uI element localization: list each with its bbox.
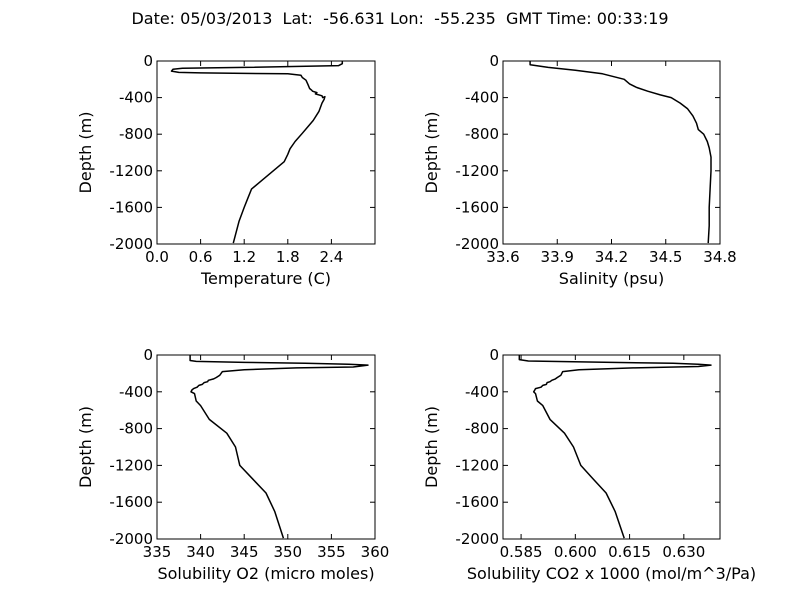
x-tick-label: 33.9 <box>541 248 574 266</box>
chart-panel-2: 33.6 33.9 34.2 34.5 34.8 0 -400 -800 -1200 -1600 -… <box>422 52 737 288</box>
x-axis-label: Solubility O2 (micro moles) <box>157 564 374 583</box>
x-tick-label: 0.6 <box>189 248 213 266</box>
x-tick-label: 34.8 <box>703 248 736 266</box>
y-tick-label: -2000 <box>455 530 499 548</box>
y-tick-label: -1600 <box>109 198 153 216</box>
y-tick-label: -800 <box>465 420 499 438</box>
series-line-1 <box>529 61 712 244</box>
chart-panel-1: 0.0 0.6 1.2 1.8 2.4 0 -400 -800 -1200 -1600 -2000 T… <box>76 52 376 288</box>
y-tick-label: -1200 <box>109 456 153 474</box>
y-tick-label: -1200 <box>455 162 499 180</box>
axes-frame <box>502 60 721 245</box>
y-axis-label: Depth (m) <box>76 112 95 194</box>
y-tick-label: -400 <box>465 89 499 107</box>
y-tick-label: -2000 <box>455 235 499 253</box>
chart-panel-4: 0.585 0.600 0.615 0.630 0 -400 -800 -1200 -1600 -… <box>422 346 756 583</box>
series-line-1 <box>518 355 712 539</box>
x-tick-label: 0.0 <box>145 248 169 266</box>
y-tick-label: -1200 <box>455 456 499 474</box>
y-tick-label: -400 <box>119 89 153 107</box>
axes-frame <box>502 354 721 540</box>
y-tick-label: -1600 <box>455 198 499 216</box>
x-tick-label: 355 <box>317 543 346 561</box>
x-tick-label: 34.5 <box>649 248 682 266</box>
y-tick-label: 0 <box>143 346 153 364</box>
x-tick-label: 34.2 <box>595 248 628 266</box>
y-tick-label: -400 <box>465 383 499 401</box>
series-line-1 <box>170 61 344 244</box>
x-axis-label: Salinity (psu) <box>559 269 664 288</box>
y-tick-label: -2000 <box>109 235 153 253</box>
x-tick-label: 350 <box>273 543 302 561</box>
y-tick-label: -2000 <box>109 530 153 548</box>
y-axis-label: Depth (m) <box>422 112 441 194</box>
x-tick-label: 0.585 <box>500 543 543 561</box>
axes-frame <box>156 354 376 540</box>
figure-title: Date: 05/03/2013 Lat: -56.631 Lon: -55.2… <box>131 9 669 28</box>
x-tick-label: 1.2 <box>232 248 256 266</box>
x-tick-label: 360 <box>361 543 390 561</box>
y-axis-label: Depth (m) <box>422 406 441 488</box>
x-tick-label: 340 <box>186 543 215 561</box>
x-tick-label: 0.630 <box>662 543 705 561</box>
y-tick-label: -800 <box>119 420 153 438</box>
y-tick-label: -1200 <box>109 162 153 180</box>
series-line-1 <box>189 355 369 539</box>
x-tick-label: 33.6 <box>486 248 519 266</box>
y-tick-label: -800 <box>465 125 499 143</box>
y-tick-label: 0 <box>143 52 153 70</box>
chart-panel-3: 335 340 345 350 355 360 0 -400 -800 -1200 -1600 -20… <box>76 346 389 583</box>
y-axis-label: Depth (m) <box>76 406 95 488</box>
y-tick-label: -1600 <box>455 493 499 511</box>
y-tick-label: -1600 <box>109 493 153 511</box>
x-axis-label: Solubility CO2 x 1000 (mol/m^3/Pa) <box>467 564 756 583</box>
x-tick-label: 335 <box>143 543 172 561</box>
axes-frame <box>156 60 376 245</box>
x-tick-label: 2.4 <box>319 248 343 266</box>
y-tick-label: 0 <box>489 346 499 364</box>
x-tick-label: 1.8 <box>276 248 300 266</box>
x-tick-label: 0.600 <box>554 543 597 561</box>
y-tick-label: -800 <box>119 125 153 143</box>
y-tick-label: -400 <box>119 383 153 401</box>
x-tick-label: 0.615 <box>608 543 651 561</box>
x-tick-label: 345 <box>230 543 259 561</box>
y-tick-label: 0 <box>489 52 499 70</box>
x-axis-label: Temperature (C) <box>200 269 331 288</box>
